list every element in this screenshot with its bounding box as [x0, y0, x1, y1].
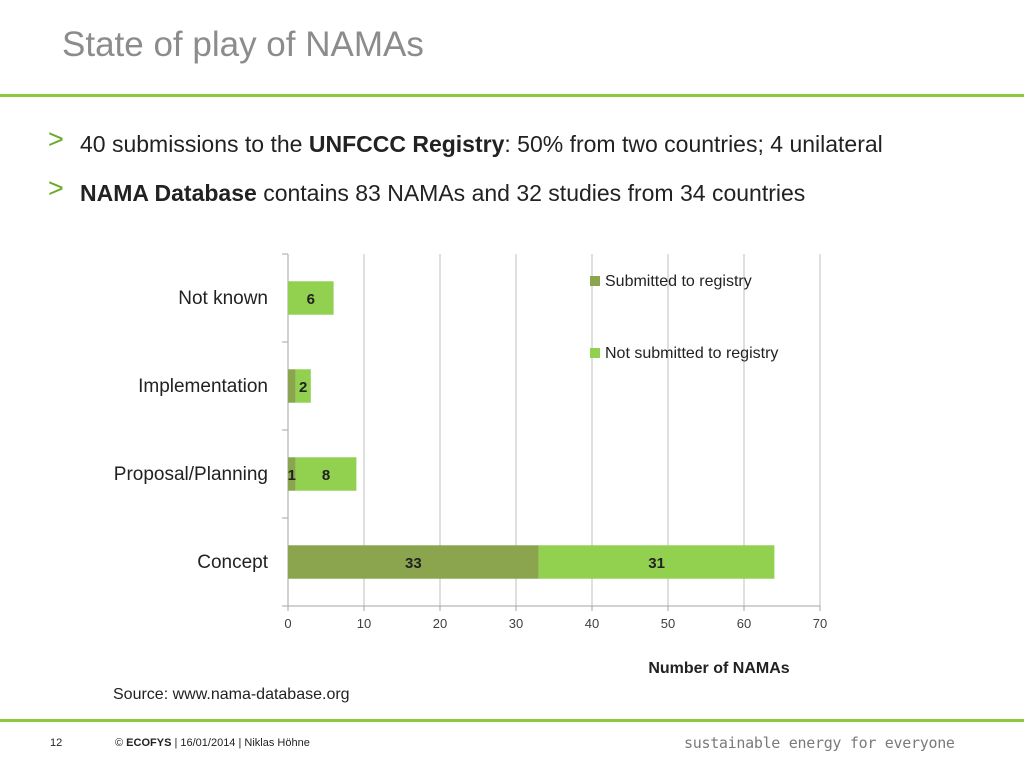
legend-swatch	[590, 276, 600, 286]
nama-stage-chart: 0 10 20 30 40 50 60 70 Not known 6 Implementation 2…	[114, 253, 827, 677]
bullet-pre: 40 submissions to the	[80, 131, 309, 157]
x-tick-label: 10	[357, 616, 371, 631]
bullet-text: NAMA Database contains 83 NAMAs and 32 s…	[80, 180, 805, 207]
bar-segment	[288, 281, 334, 315]
data-label: 8	[322, 467, 330, 484]
legend-label: Not submitted to registry	[605, 345, 778, 362]
data-label: 2	[299, 379, 307, 396]
x-tick-label: 0	[284, 616, 291, 631]
bar-segment	[288, 545, 539, 579]
x-tick-label: 60	[737, 616, 751, 631]
data-label: 33	[405, 555, 422, 572]
category-label: Proposal/Planning	[114, 464, 268, 485]
copyright-symbol: ©	[115, 737, 124, 749]
top-divider	[0, 94, 1024, 97]
category-label: Concept	[197, 552, 268, 573]
x-tick-label: 50	[661, 616, 675, 631]
bullet-bold: NAMA Database	[80, 180, 257, 206]
category-label: Not known	[178, 288, 268, 309]
x-axis-title: Number of NAMAs	[648, 660, 789, 677]
tagline: sustainable energy for everyone	[684, 734, 955, 752]
x-tick-label: 20	[433, 616, 447, 631]
page-number: 12	[50, 737, 63, 749]
data-label: 1	[288, 467, 296, 484]
bottom-divider	[0, 719, 1024, 722]
bullet-item: > NAMA Database contains 83 NAMAs and 32…	[48, 173, 1008, 224]
bullet-item: > 40 submissions to the UNFCCC Registry:…	[48, 124, 1008, 175]
x-tick-label: 40	[585, 616, 599, 631]
bar-segment	[295, 457, 357, 491]
arrow-icon: >	[48, 124, 64, 154]
bullet-post: contains 83 NAMAs and 32 studies from 34…	[256, 180, 806, 206]
category-label: Implementation	[138, 376, 268, 397]
brand-name: ECOFYS	[126, 737, 172, 749]
bullet-post: : 50% from two countries; 4 unilateral	[504, 131, 883, 157]
bullet-bold: UNFCCC Registry	[308, 131, 505, 157]
legend-swatch	[590, 348, 600, 358]
x-tick-label: 70	[813, 616, 827, 631]
x-tick-label: 30	[509, 616, 523, 631]
bar-segment	[288, 369, 296, 403]
bar-segment	[295, 369, 311, 403]
footer-meta: © ECOFYS | 16/01/2014 | Niklas Höhne	[115, 737, 310, 749]
footer-info: | 16/01/2014 | Niklas Höhne	[171, 737, 310, 749]
bullet-text: 40 submissions to the UNFCCC Registry: 5…	[80, 131, 883, 158]
bullet-list: > 40 submissions to the UNFCCC Registry:…	[48, 124, 1008, 224]
slide-title: State of play of NAMAs	[62, 25, 424, 64]
source-note: Source: www.nama-database.org	[113, 686, 350, 703]
legend-label: Submitted to registry	[605, 273, 752, 290]
data-label: 31	[648, 555, 665, 572]
data-label: 6	[307, 291, 315, 308]
bar-segment	[288, 457, 296, 491]
arrow-icon: >	[48, 173, 64, 203]
bar-segment	[538, 545, 775, 579]
